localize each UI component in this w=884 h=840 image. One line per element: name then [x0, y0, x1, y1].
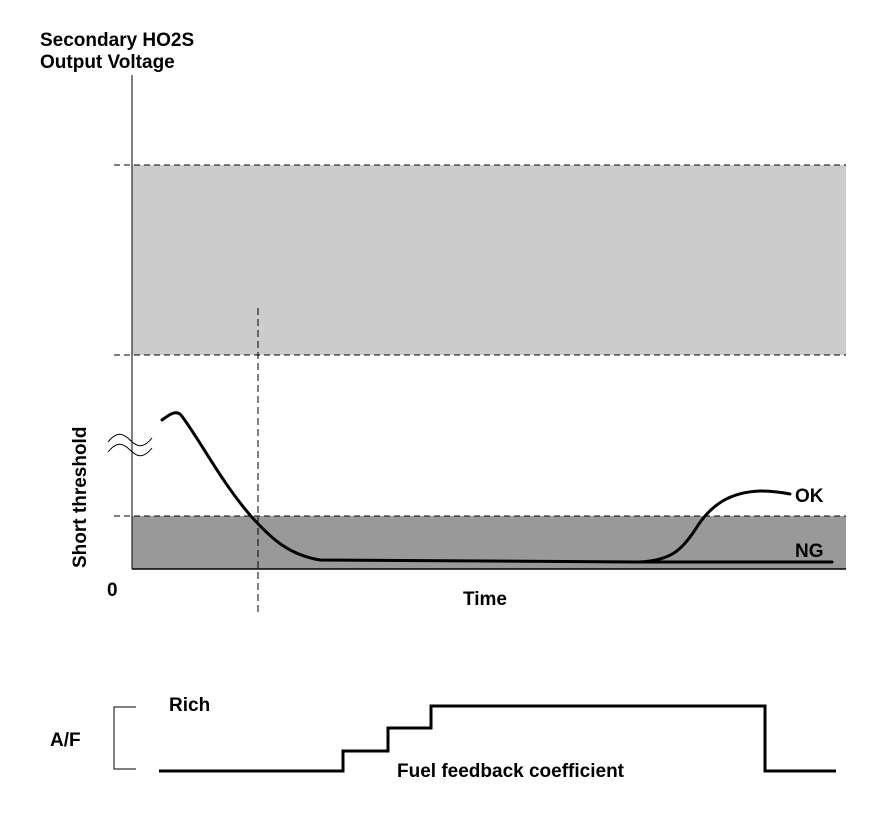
curve-ng-label: NG: [795, 541, 824, 562]
origin-label: 0: [107, 580, 118, 601]
x-axis-label: Time: [463, 589, 507, 610]
fuel-feedback-trace: [159, 704, 836, 773]
upper-voltage-band: [132, 165, 846, 355]
curve-ok: [160, 411, 792, 564]
rich-label: Rich: [169, 695, 210, 716]
y-axis-title-line1: Secondary HO2S: [40, 30, 194, 51]
fuel-feedback-label: Fuel feedback coefficient: [397, 761, 625, 782]
af-bracket: [113, 706, 136, 770]
axis-break-icon: [107, 433, 153, 457]
af-label: A/F: [50, 730, 81, 751]
y-axis-side-label: Short threshold: [70, 427, 91, 568]
y-axis-title-line2: Output Voltage: [40, 52, 175, 73]
curve-ok-label: OK: [795, 486, 824, 507]
